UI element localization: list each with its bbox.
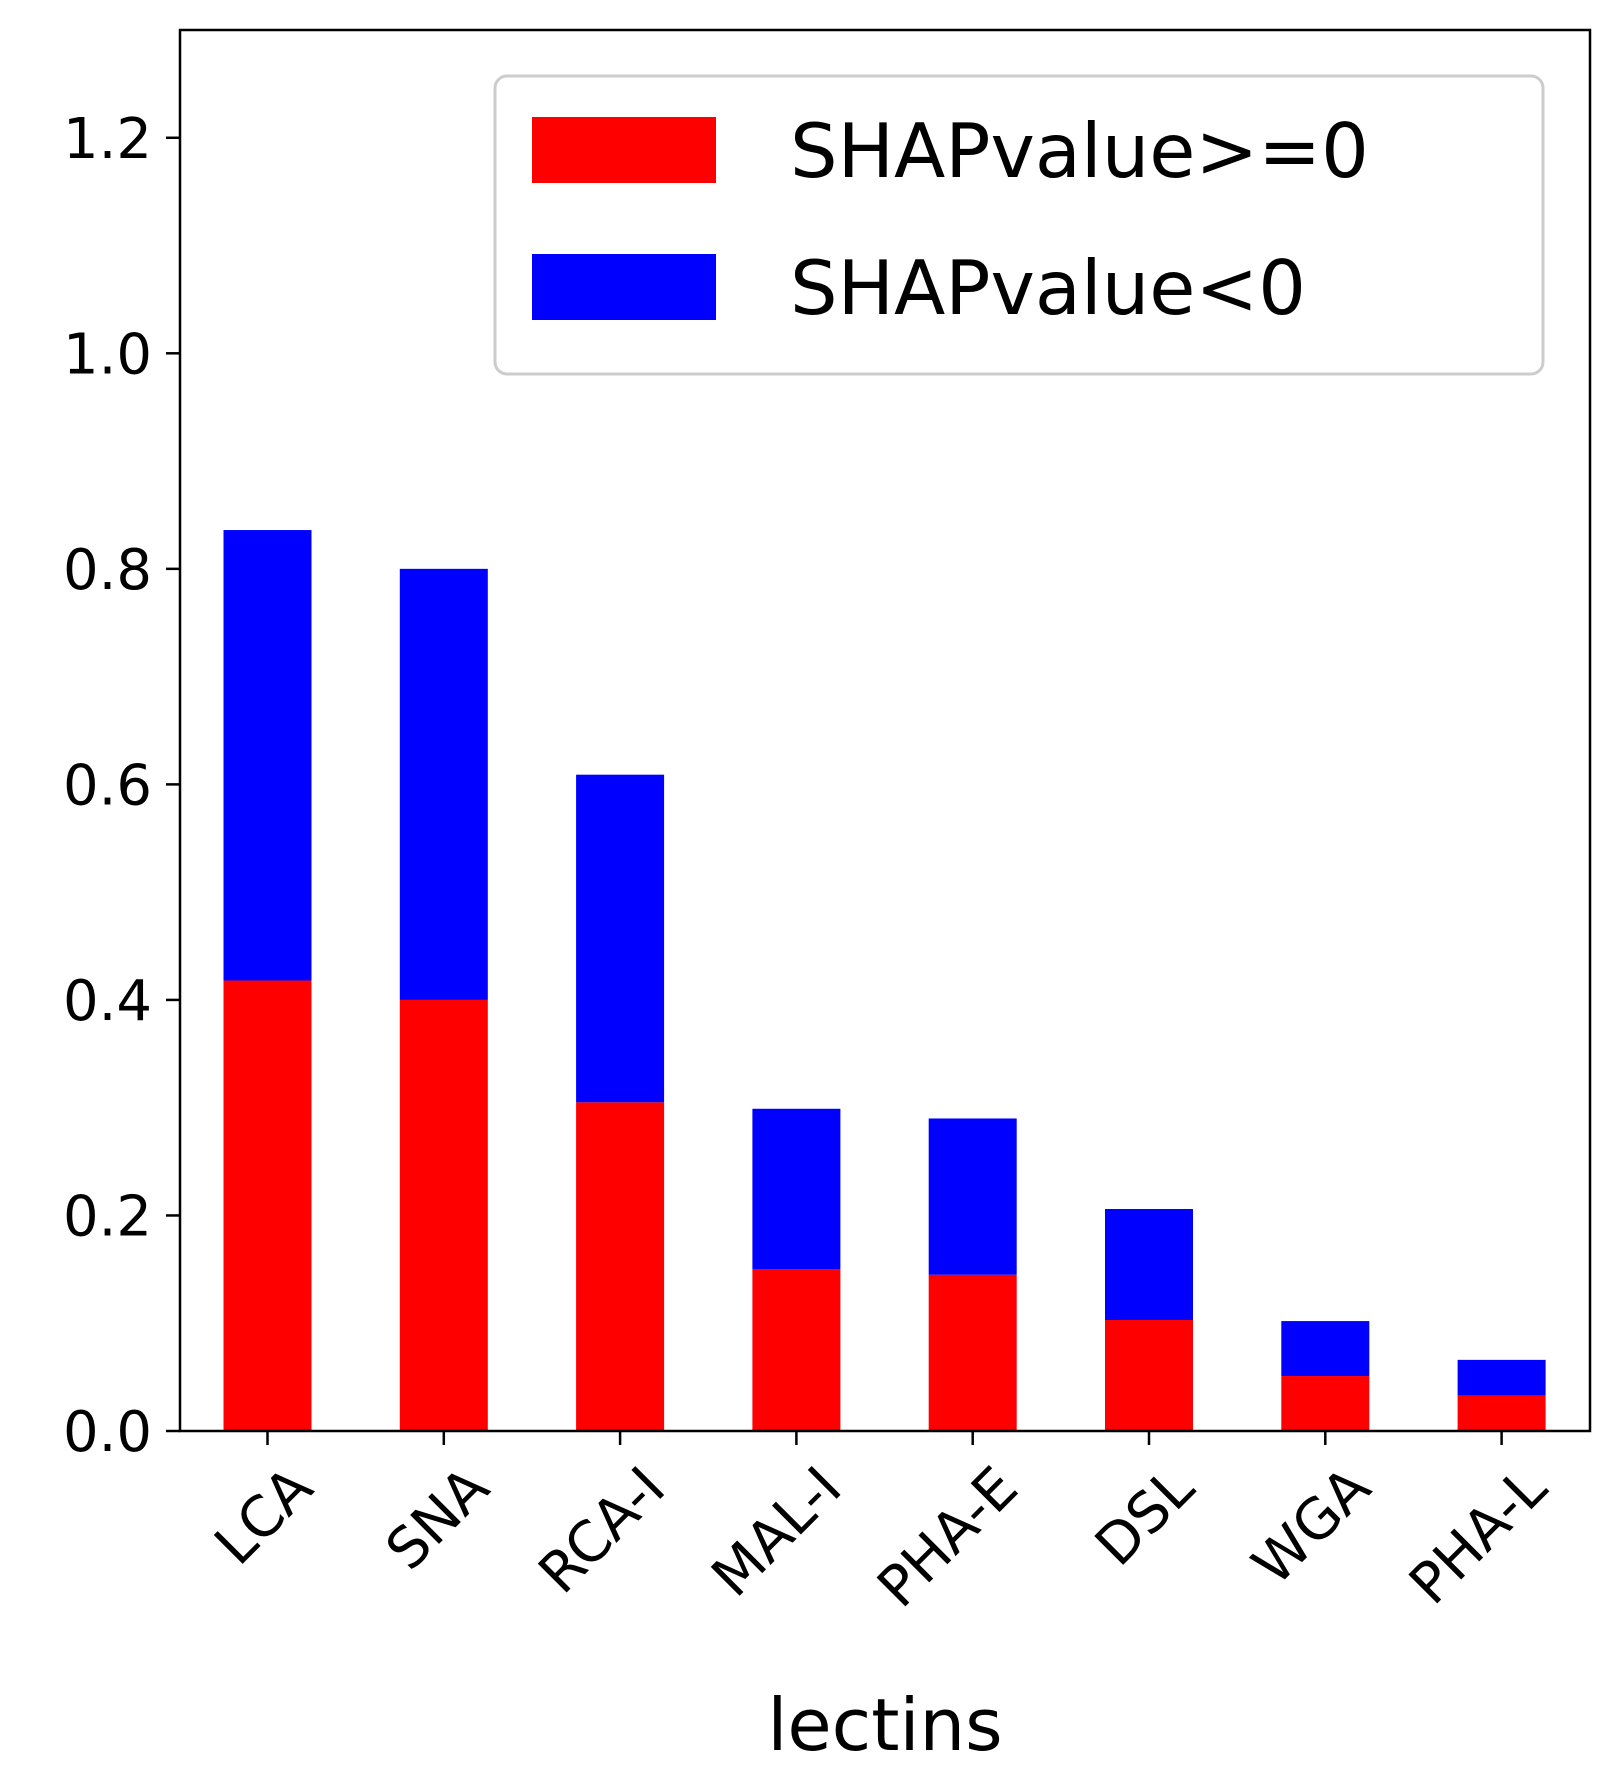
bar-wga-positive	[1281, 1376, 1370, 1431]
bar-mal-i-negative	[752, 1108, 841, 1270]
bar-pha-e-negative	[928, 1118, 1017, 1275]
bar-dsl-negative	[1105, 1208, 1193, 1320]
y-tick-label: 0.2	[63, 1184, 152, 1249]
legend-label-positive: SHAPvalue>=0	[790, 107, 1369, 195]
bar-pha-l-positive	[1457, 1395, 1546, 1431]
bar-pha-e-positive	[928, 1274, 1017, 1431]
x-axis-title: lectins	[767, 1683, 1002, 1767]
y-tick-label: 1.0	[63, 322, 152, 387]
y-tick-label: 0.4	[63, 969, 152, 1034]
bar-mal-i-positive	[752, 1269, 841, 1431]
legend-label-negative: SHAPvalue<0	[790, 244, 1306, 332]
legend: SHAPvalue>=0 SHAPvalue<0	[493, 74, 1545, 376]
bars-group	[223, 530, 1546, 1431]
bar-lca-negative	[223, 530, 312, 981]
bar-sna-negative	[399, 568, 488, 1000]
bar-sna-positive	[399, 999, 488, 1431]
bar-rca-i-negative	[576, 774, 665, 1103]
legend-swatch-negative	[532, 254, 716, 320]
bar-rca-i-positive	[576, 1102, 665, 1431]
bar-wga-negative	[1281, 1321, 1370, 1377]
y-axis: 0.0 0.2 0.4 0.6 0.8 1.0 1.2	[63, 107, 180, 1465]
plot-area-frame	[178, 28, 1592, 1433]
bar-lca-positive	[223, 980, 312, 1431]
y-tick-label: 0.6	[63, 753, 152, 818]
y-tick-label: 1.2	[63, 107, 152, 172]
bar-pha-l-negative	[1457, 1359, 1546, 1396]
legend-swatch-positive	[532, 117, 716, 183]
bar-dsl-positive	[1105, 1319, 1193, 1431]
legend-box	[493, 74, 1545, 376]
y-tick-label: 0.0	[63, 1400, 152, 1465]
y-tick-label: 0.8	[63, 538, 152, 603]
